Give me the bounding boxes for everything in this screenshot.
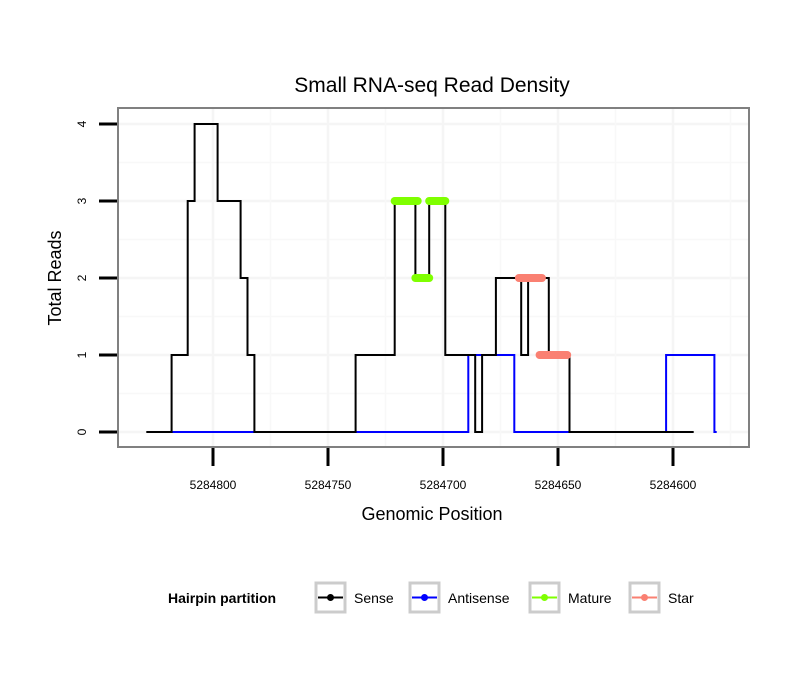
series-line-sense [146, 123, 694, 433]
legend-key-point [641, 594, 648, 601]
grid [118, 108, 749, 447]
plot-panel-border [117, 107, 750, 448]
y-tick-label: 1 [75, 351, 89, 358]
legend-title: Hairpin partition [168, 590, 276, 606]
legend-item-antisense: Antisense [408, 581, 510, 614]
series-layer [146, 123, 717, 433]
x-tick-label: 5284650 [535, 478, 582, 492]
y-axis-title: Total Reads [45, 230, 65, 325]
legend: Hairpin partition Sense Antisense Mature St… [168, 581, 694, 614]
legend-key-point [421, 594, 428, 601]
x-tick-label: 5284600 [650, 478, 697, 492]
y-tick-label: 2 [75, 274, 89, 281]
chart-title: Small RNA-seq Read Density [294, 74, 570, 97]
x-tick-label: 5284750 [305, 478, 352, 492]
legend-key-point [327, 594, 334, 601]
y-tick-label: 3 [75, 197, 89, 204]
legend-item-sense: Sense [314, 581, 394, 614]
x-tick-label: 5284800 [190, 478, 237, 492]
y-tick-label: 4 [75, 120, 89, 127]
legend-label: Antisense [448, 590, 510, 606]
legend-key-point [541, 594, 548, 601]
y-tick-label: 0 [75, 428, 89, 435]
legend-label: Mature [568, 590, 612, 606]
x-tick-label: 5284700 [420, 478, 467, 492]
legend-label: Sense [354, 590, 394, 606]
legend-label: Star [668, 590, 694, 606]
y-axis: 0 1 2 3 4 [75, 120, 117, 435]
x-axis-title: Genomic Position [361, 504, 502, 524]
legend-item-mature: Mature [528, 581, 612, 614]
legend-item-star: Star [628, 581, 694, 614]
x-axis: 5284800 5284750 5284700 5284650 5284600 [190, 448, 697, 492]
